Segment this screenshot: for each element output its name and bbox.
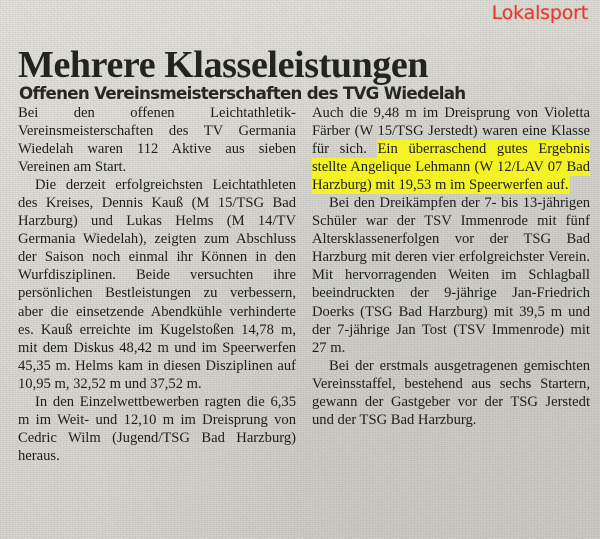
paragraph: Bei der erstmals ausgetragenen gemischte… (312, 357, 590, 428)
paragraph-with-highlight: Auch die 9,48 m im Dreisprung von Violet… (312, 104, 590, 194)
paragraph: Bei den Dreikämpfen der 7- bis 13-jährig… (312, 195, 590, 356)
paragraph-lead-text: Auch die 9,48 m im Dreisprung von Violet… (312, 105, 590, 158)
paragraph: In den Einzelwettbewerben ragten die 6,3… (18, 393, 296, 464)
page-title: Mehrere Klasseleistungen (18, 44, 429, 87)
column-left: Bei den offenen Leichtathletik-Vereinsme… (18, 104, 296, 536)
paragraph: Bei den offenen Leichtathletik-Vereinsme… (18, 105, 296, 176)
kicker-label: Lokalsport (491, 2, 589, 24)
subtitle: Offenen Vereinsmeisterschaften des TVG W… (19, 84, 466, 105)
article-body: Bei den offenen Leichtathletik-Vereinsme… (18, 104, 590, 536)
column-right: Auch die 9,48 m im Dreisprung von Violet… (312, 104, 590, 536)
paragraph: Die derzeit erfolgreichsten Leichtathlet… (18, 177, 296, 392)
